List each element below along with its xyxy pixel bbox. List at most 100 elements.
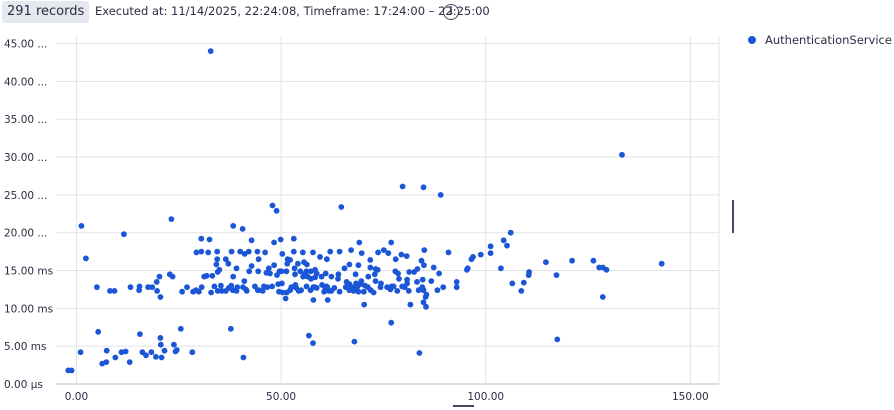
y-tick-label: 40.00 ... [4, 76, 47, 88]
data-point [228, 282, 235, 289]
y-axis: 0.00 μs 5.00 ms 10.00 ms 15.00 ms 20.00 ... 2… [4, 39, 53, 391]
data-point [255, 256, 262, 263]
data-point [136, 283, 143, 290]
data-point [269, 202, 276, 209]
legend-resize-handle[interactable] [732, 200, 734, 233]
data-point [436, 270, 442, 277]
data-point [388, 319, 395, 326]
data-point [477, 251, 484, 258]
data-point [207, 48, 214, 54]
data-point [407, 301, 414, 308]
data-point [143, 352, 149, 359]
chart-resize-handle[interactable] [453, 405, 474, 407]
data-point [331, 285, 338, 291]
data-point [255, 268, 262, 275]
data-point [420, 299, 427, 306]
data-point [241, 278, 248, 284]
data-point [269, 283, 275, 290]
data-point [390, 283, 397, 290]
data-point [336, 288, 343, 295]
data-point [248, 237, 255, 244]
y-tick-label: 30.00 ... [4, 152, 47, 164]
data-point [265, 265, 272, 272]
x-tick-label: 0.00 [65, 391, 88, 403]
data-point [230, 223, 237, 229]
data-point [569, 257, 575, 264]
data-point [375, 249, 381, 256]
x-tick-label: 150.00 [672, 391, 709, 403]
data-point [148, 349, 155, 356]
data-point [103, 359, 110, 365]
data-point [500, 237, 507, 244]
x-axis: 0.00 50.00 100.00 150.00 [65, 391, 709, 403]
data-point [414, 266, 421, 272]
data-point [306, 332, 312, 339]
data-point [228, 248, 235, 255]
data-point [213, 261, 220, 268]
data-point [423, 291, 430, 298]
data-point [198, 248, 205, 255]
data-point [189, 349, 196, 356]
data-point [83, 255, 89, 262]
data-point [157, 294, 164, 300]
legend-item-authenticationservice[interactable]: AuthenticationService [748, 32, 892, 48]
data-point [553, 272, 560, 278]
data-point [179, 288, 186, 295]
data-point [216, 266, 223, 273]
data-point [277, 236, 284, 243]
data-point [239, 226, 246, 232]
data-point [153, 353, 159, 360]
data-point [356, 239, 363, 246]
data-point [487, 250, 494, 256]
data-point [328, 273, 335, 280]
data-point [156, 273, 163, 280]
data-point [291, 265, 298, 272]
data-point [421, 247, 428, 254]
y-tick-label: 0.00 μs [4, 379, 43, 391]
data-point [388, 239, 395, 246]
data-point [421, 262, 427, 269]
data-point [352, 271, 359, 278]
execution-info: Executed at: 11/14/2025, 22:24:08, Timef… [95, 4, 490, 18]
data-point [372, 278, 379, 284]
data-point [361, 301, 368, 308]
data-point [335, 275, 341, 282]
data-point [154, 288, 161, 294]
data-point [304, 261, 310, 268]
data-point [127, 284, 134, 291]
info-icon[interactable]: i [443, 4, 459, 20]
data-point [324, 297, 331, 303]
data-point [346, 261, 353, 268]
data-point [403, 253, 410, 259]
data-point [292, 271, 298, 278]
data-point [298, 287, 304, 294]
data-point [137, 331, 143, 337]
data-point [367, 257, 374, 263]
data-point [169, 273, 176, 280]
data-point [338, 204, 345, 210]
data-point [273, 207, 280, 214]
data-point [227, 325, 234, 332]
data-point [313, 270, 320, 277]
data-point [271, 239, 277, 246]
data-point [395, 270, 401, 277]
data-point [205, 249, 212, 256]
data-point [168, 216, 175, 223]
data-point [95, 328, 102, 335]
data-point [126, 359, 133, 365]
data-point [283, 268, 290, 275]
data-point [206, 236, 213, 243]
data-point [310, 340, 316, 346]
x-tick-label: 50.00 [266, 391, 296, 403]
data-point [203, 272, 210, 279]
data-point [355, 288, 362, 295]
data-point [520, 279, 527, 286]
data-point [211, 283, 218, 290]
data-point [279, 251, 286, 257]
data-point [240, 354, 247, 361]
data-point [243, 288, 250, 294]
data-point [198, 235, 205, 242]
data-point [299, 249, 306, 256]
data-point [392, 256, 399, 263]
data-point [420, 184, 427, 191]
